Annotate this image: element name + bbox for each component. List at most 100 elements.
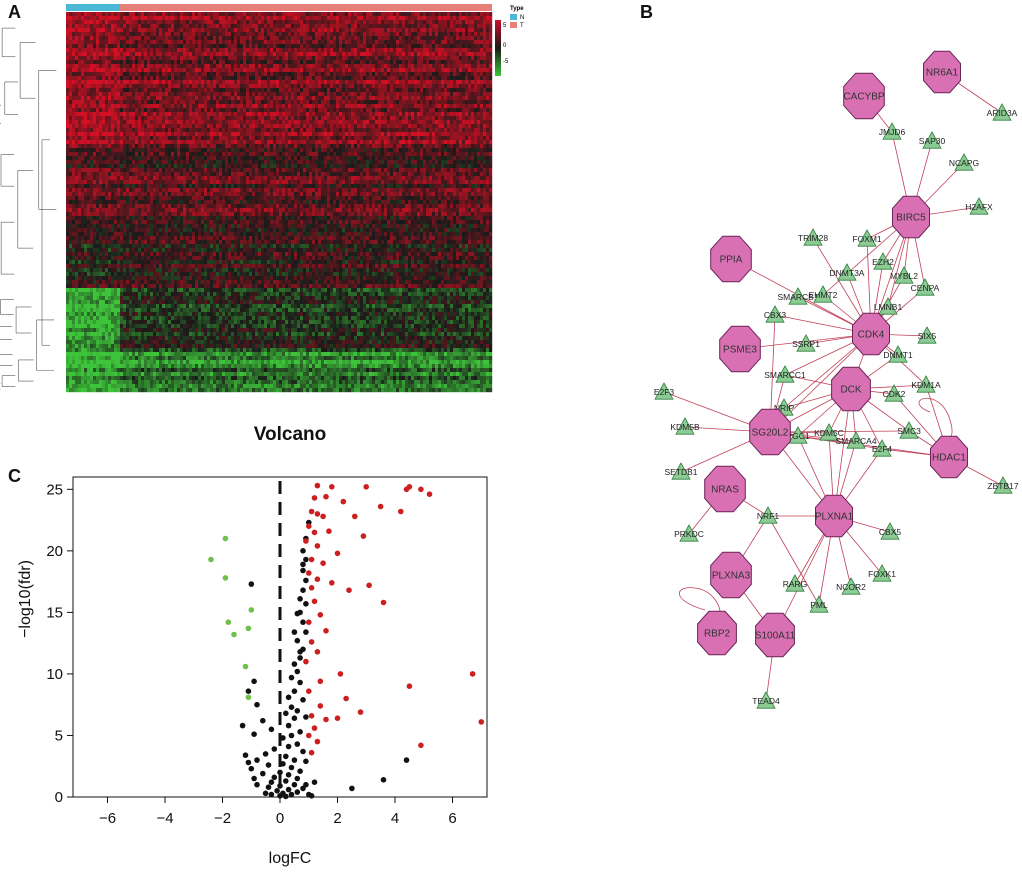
volcano-point-up <box>311 598 318 605</box>
gene-label: KDM5B <box>670 422 700 432</box>
volcano-point-not_significant <box>291 757 298 763</box>
volcano-axes: −6 −4 −2 0 2 4 6 0 5 10 15 20 25 <box>46 481 456 827</box>
volcano-point-not_significant <box>248 765 255 772</box>
volcano-point-not_significant <box>285 786 292 793</box>
gene-node-mybl2 <box>894 266 914 284</box>
network-edge <box>767 515 820 606</box>
gene-node-dnmt1 <box>888 345 908 363</box>
gene-node-kdm1a <box>916 375 936 393</box>
volcano-point-up <box>306 523 312 529</box>
volcano-point-not_significant <box>251 678 257 685</box>
volcano-point-up <box>323 493 329 500</box>
gene-node-pgc1 <box>788 426 808 444</box>
hub-node-hdac1 <box>930 435 968 479</box>
volcano-point-up <box>360 533 367 539</box>
volcano-point-down <box>245 694 252 701</box>
gene-node-cbx5 <box>880 522 900 540</box>
gene-label: CENPA <box>911 283 940 293</box>
volcano-point-up <box>340 498 347 505</box>
x-tick-label: 6 <box>448 810 456 827</box>
volcano-point-not_significant <box>294 741 301 747</box>
volcano-point-not_significant <box>254 757 260 763</box>
volcano-point-not_significant <box>297 596 303 602</box>
x-tick-label: 0 <box>276 810 284 827</box>
volcano-point-down <box>225 619 232 625</box>
gene-node-ncor2 <box>841 577 861 595</box>
heatmap-cells <box>66 12 493 393</box>
volcano-point-down <box>222 575 229 581</box>
gene-label: EZH2 <box>872 257 894 267</box>
volcano-point-not_significant <box>300 697 306 703</box>
hub-node-dck <box>831 366 871 412</box>
gene-label: JMJD6 <box>879 127 906 137</box>
panel-label-c: C <box>8 466 21 486</box>
volcano-point-not_significant <box>283 793 289 800</box>
volcano-point-not_significant <box>297 768 303 774</box>
type-bar-tumor <box>119 4 492 11</box>
hub-node-ppia <box>710 235 752 283</box>
volcano-point-up <box>329 484 335 490</box>
volcano-point-not_significant <box>254 701 260 708</box>
gene-label: CDK2 <box>883 389 906 399</box>
gene-label: SAP30 <box>919 136 946 146</box>
hub-label: SG20L2 <box>752 428 789 439</box>
volcano-point-up <box>377 503 384 510</box>
volcano-point-up <box>314 576 321 582</box>
volcano-point-down <box>242 663 249 670</box>
y-tick-label: 5 <box>55 727 63 744</box>
gene-node-pml <box>809 595 829 613</box>
gene-label: ZBTB17 <box>987 481 1018 491</box>
volcano-point-up <box>418 742 424 749</box>
volcano-point-not_significant <box>294 637 301 644</box>
volcano-point-up <box>352 513 358 520</box>
gene-label: LMNB1 <box>874 302 903 312</box>
gene-label: PRKDC <box>674 529 704 539</box>
volcano-point-up <box>334 715 341 721</box>
volcano-point-not_significant <box>291 688 298 694</box>
volcano-point-not_significant <box>265 784 272 790</box>
volcano-point-not_significant <box>300 548 306 554</box>
volcano-point-not_significant <box>262 751 269 757</box>
volcano-point-not_significant <box>268 791 275 798</box>
volcano-point-not_significant <box>294 775 301 782</box>
panel-label-b: B <box>640 2 653 22</box>
gene-label: TEAD4 <box>752 696 780 706</box>
legend-type-title: Type <box>510 6 524 12</box>
hub-label: CDK4 <box>858 330 885 341</box>
volcano-point-up <box>308 713 315 719</box>
scale-label-high: 5 <box>503 23 507 29</box>
volcano-point-not_significant <box>297 679 303 686</box>
hub-node-plxna3 <box>710 551 752 599</box>
volcano-point-not_significant <box>303 758 309 765</box>
volcano-point-down <box>231 631 237 638</box>
gene-node-cenpa <box>915 278 935 296</box>
gene-node-kdm5b <box>675 417 695 435</box>
volcano-point-not_significant <box>294 668 301 675</box>
volcano-point-not_significant <box>274 788 280 794</box>
volcano-point-not_significant <box>349 785 355 792</box>
volcano-point-not_significant <box>268 726 275 733</box>
volcano-point-up <box>314 738 321 745</box>
volcano-point-up <box>314 649 321 655</box>
y-tick-label: 15 <box>46 604 63 621</box>
gene-label: FOXM1 <box>852 234 882 244</box>
volcano-point-up <box>303 658 309 665</box>
volcano-point-not_significant <box>294 610 301 617</box>
volcano-title: Volcano <box>253 424 327 445</box>
gene-node-zbtb17 <box>993 476 1013 494</box>
volcano-point-not_significant <box>277 783 283 789</box>
volcano-point-not_significant <box>285 722 292 729</box>
volcano-point-not_significant <box>260 717 266 724</box>
volcano-point-not_significant <box>262 790 269 797</box>
volcano-point-down <box>208 556 214 563</box>
gene-node-lmnb1 <box>878 297 898 315</box>
volcano-point-not_significant <box>260 770 266 777</box>
hub-label: PLXNA3 <box>712 571 751 582</box>
volcano-point-up <box>323 628 329 634</box>
gene-label: CBX5 <box>879 527 901 537</box>
hub-node-plxna1 <box>815 494 853 538</box>
gene-label: SMARCC1 <box>764 370 806 380</box>
volcano-point-up <box>406 683 413 689</box>
gene-node-cbx3 <box>765 305 785 323</box>
y-tick-label: 20 <box>46 543 63 560</box>
